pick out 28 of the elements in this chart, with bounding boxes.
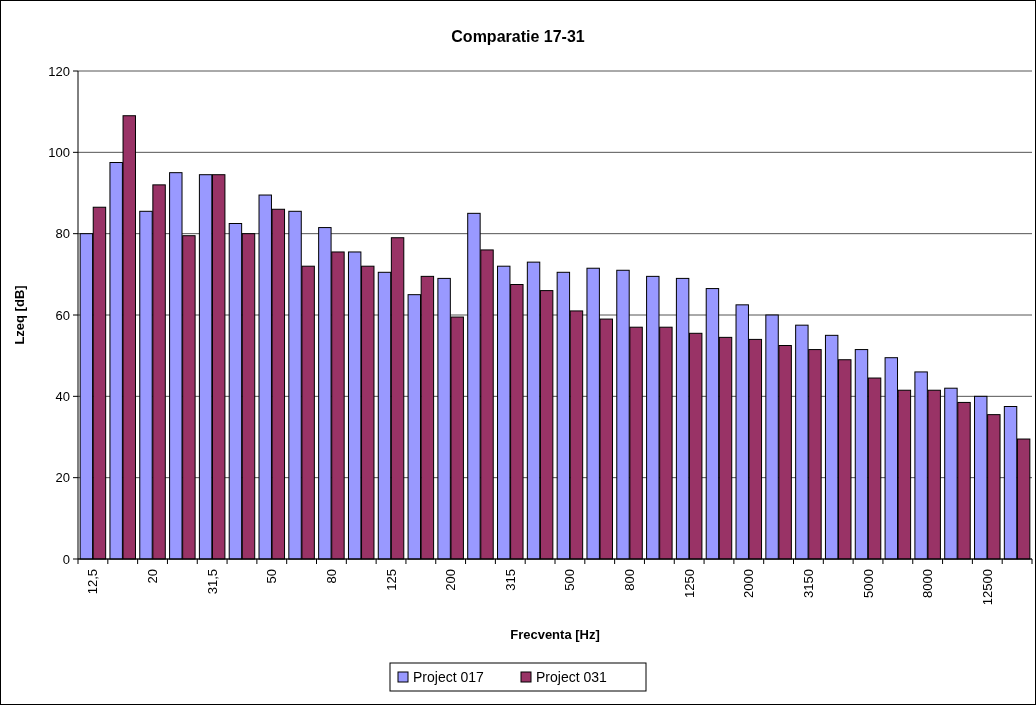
y-tick-label: 60: [55, 307, 70, 323]
x-tick-label: 315: [502, 569, 518, 591]
x-tick-label: 500: [562, 569, 578, 591]
y-tick-label: 120: [48, 63, 70, 79]
x-tick-label: 31,5: [204, 569, 220, 595]
x-tick-label: 800: [622, 569, 638, 591]
x-tick-label: 20: [145, 569, 161, 584]
x-axis-title: Frecventa [Hz]: [510, 627, 600, 642]
x-tick-label: 12500: [979, 569, 995, 606]
chart-title: Comparatie 17-31: [451, 28, 585, 45]
x-tick-label: 50: [264, 569, 280, 584]
x-tick-label: 8000: [920, 569, 936, 598]
x-tick-label: 5000: [860, 569, 876, 598]
y-tick-label: 20: [55, 470, 70, 486]
y-tick-label: 40: [55, 388, 70, 404]
x-tick-label: 125: [383, 569, 399, 591]
x-tick-label: 3150: [800, 569, 816, 598]
legend-label: Project 031: [536, 668, 608, 685]
y-tick-label: 100: [48, 144, 70, 160]
x-tick-label: 12,5: [85, 569, 101, 595]
y-axis-title: Lzeq [dB]: [12, 285, 27, 345]
y-tick-label: 80: [55, 226, 70, 242]
x-tick-label: 1250: [681, 569, 697, 598]
y-tick-label: 0: [62, 551, 70, 567]
x-tick-label: 80: [323, 569, 339, 584]
x-tick-label: 2000: [741, 569, 757, 598]
legend-label: Project 017: [413, 668, 485, 685]
x-tick-label: 200: [443, 569, 459, 591]
